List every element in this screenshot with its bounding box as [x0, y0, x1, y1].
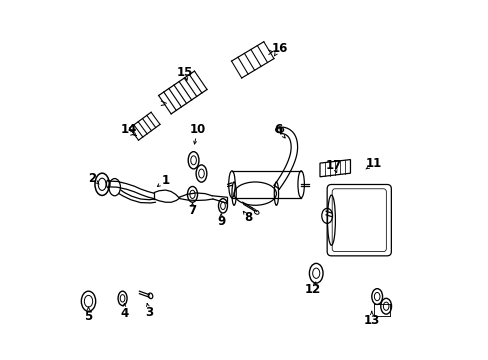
- Text: 4: 4: [120, 307, 128, 320]
- Text: 2: 2: [88, 172, 96, 185]
- Text: 11: 11: [365, 157, 381, 170]
- Text: 9: 9: [217, 215, 225, 228]
- Text: 1: 1: [161, 174, 169, 186]
- Text: 13: 13: [363, 314, 379, 327]
- Text: 8: 8: [244, 211, 252, 224]
- Text: 15: 15: [177, 66, 193, 79]
- Text: 7: 7: [188, 204, 196, 217]
- Text: 14: 14: [121, 123, 137, 136]
- Text: 5: 5: [84, 310, 92, 324]
- Text: 6: 6: [274, 123, 282, 136]
- Text: 12: 12: [304, 283, 320, 296]
- Text: 3: 3: [145, 306, 153, 319]
- Text: 17: 17: [325, 159, 342, 172]
- Text: 16: 16: [271, 41, 287, 54]
- Text: 10: 10: [189, 123, 205, 136]
